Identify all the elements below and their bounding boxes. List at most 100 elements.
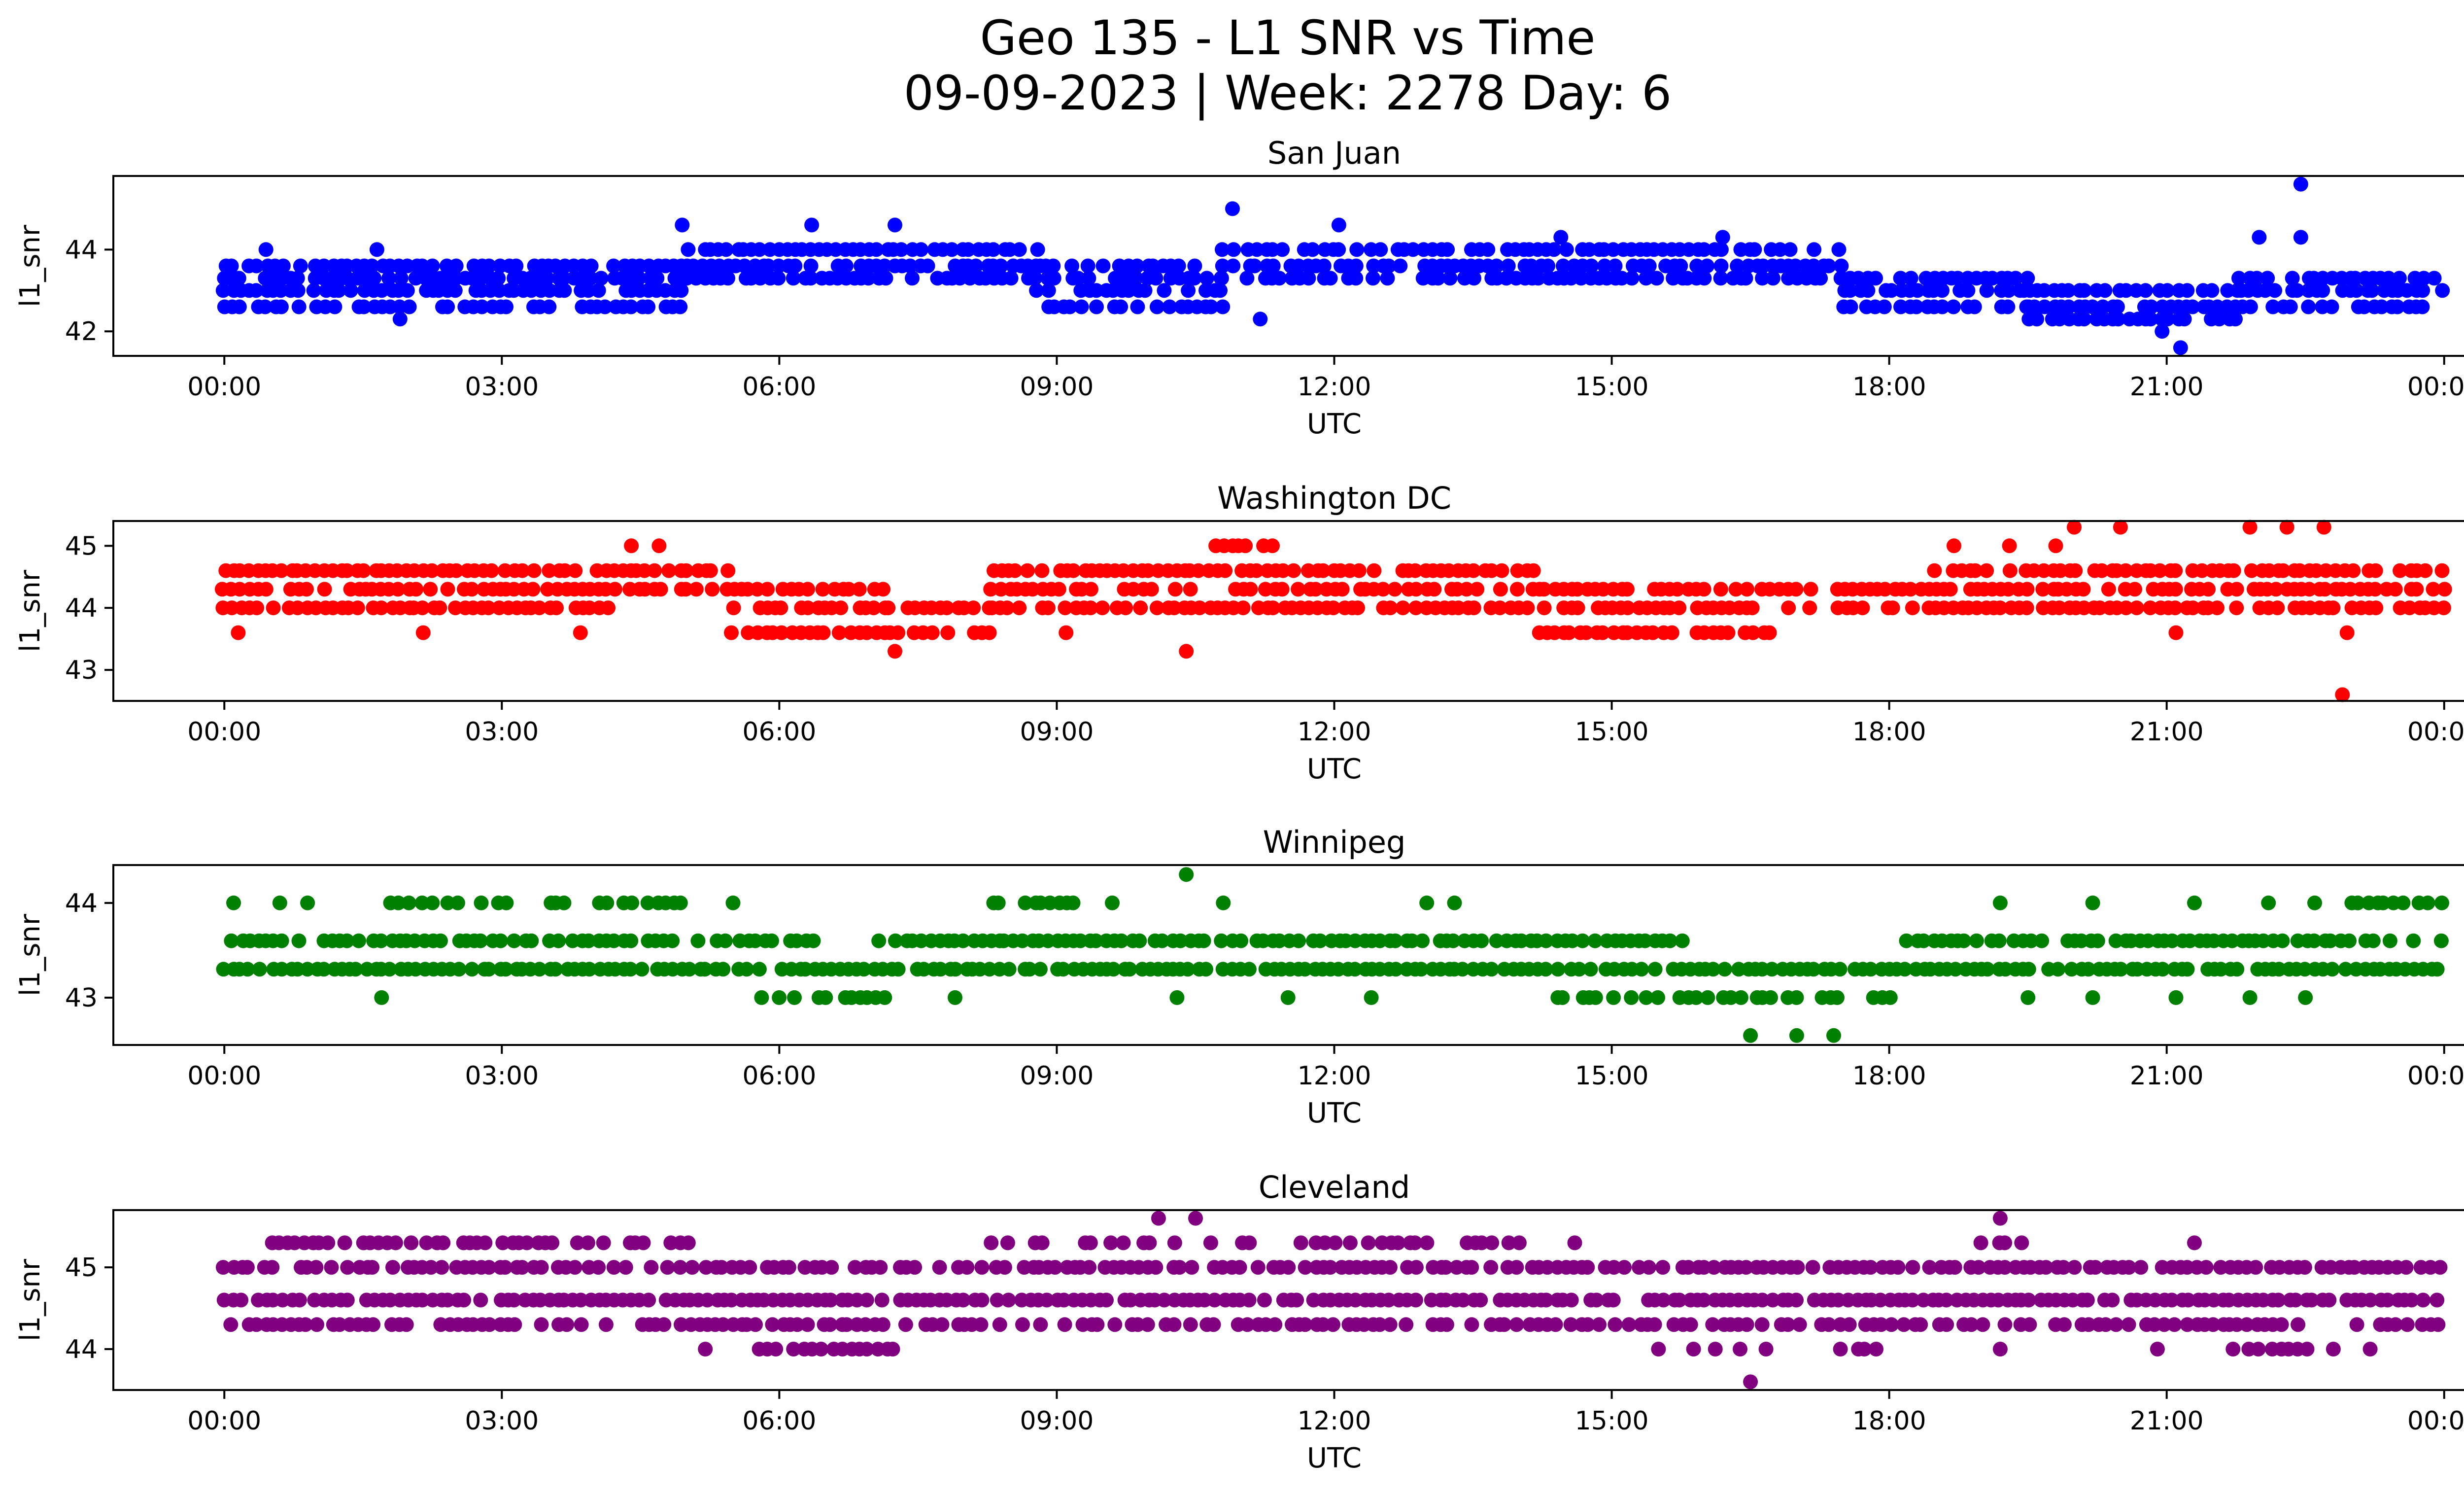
data-point-outlier	[1331, 217, 1346, 233]
data-point	[1540, 258, 1556, 274]
data-point	[1144, 582, 1159, 597]
data-point	[1466, 563, 1481, 578]
data-point	[890, 962, 906, 977]
x-tick-label: 00:00	[187, 372, 261, 402]
data-point	[491, 271, 506, 286]
data-points	[215, 1211, 2448, 1390]
data-point	[1991, 933, 2007, 948]
data-point	[1404, 933, 1420, 948]
data-point	[2251, 1342, 2266, 1356]
data-point	[1728, 582, 1744, 597]
data-point	[647, 563, 662, 578]
data-point	[1564, 1292, 1579, 1308]
data-point	[2350, 895, 2365, 910]
data-point	[2349, 1317, 2364, 1332]
subplot-title: San Juan	[1267, 135, 1401, 171]
data-point	[350, 600, 365, 616]
y-tick-label: 45	[65, 1253, 98, 1283]
data-point	[1723, 990, 1739, 1005]
data-point	[2155, 962, 2170, 977]
data-point	[856, 962, 871, 977]
data-point	[1708, 1342, 1723, 1356]
data-point	[1239, 271, 1255, 286]
data-point	[240, 962, 255, 977]
data-point	[1935, 283, 1950, 298]
data-point	[1107, 1317, 1123, 1332]
data-point	[1548, 1317, 1563, 1332]
data-point	[507, 933, 522, 948]
data-point	[574, 1317, 589, 1332]
data-point	[1080, 258, 1095, 274]
data-point	[1624, 271, 1640, 286]
data-point	[720, 563, 736, 578]
data-point	[1493, 582, 1508, 597]
data-point-outlier	[2067, 520, 2082, 535]
data-point-outlier	[2307, 895, 2322, 910]
data-point	[2023, 933, 2039, 948]
data-point	[720, 271, 735, 286]
data-point-outlier	[2293, 230, 2308, 245]
data-point	[2402, 600, 2417, 616]
data-point	[1226, 258, 1241, 274]
data-point	[2290, 283, 2305, 298]
data-point	[1039, 1292, 1055, 1308]
data-point	[2164, 933, 2180, 948]
data-point	[960, 242, 976, 257]
data-point	[1118, 600, 1133, 616]
data-point	[320, 1235, 336, 1251]
data-point	[2133, 1260, 2149, 1275]
data-point-outlier	[1059, 625, 1074, 640]
data-point	[374, 283, 389, 298]
data-point	[1083, 1235, 1098, 1251]
data-point	[1641, 1260, 1656, 1275]
data-point	[450, 895, 465, 910]
data-point	[2021, 962, 2036, 977]
data-point	[1137, 283, 1153, 298]
data-point	[1662, 933, 1677, 948]
data-point	[1289, 1292, 1304, 1308]
data-point	[525, 582, 541, 597]
data-point	[591, 283, 606, 298]
data-point	[2380, 1292, 2395, 1308]
data-point	[409, 582, 424, 597]
data-point	[673, 895, 688, 910]
data-point	[885, 1342, 900, 1356]
data-point	[419, 1235, 434, 1251]
data-point	[1298, 1317, 1313, 1332]
subplot-title: Winnipeg	[1263, 824, 1406, 860]
data-point	[1720, 625, 1736, 640]
data-point	[1494, 563, 1509, 578]
data-point	[1041, 283, 1056, 298]
data-point	[997, 1260, 1012, 1275]
data-point	[2306, 933, 2322, 948]
data-point	[907, 1260, 923, 1275]
data-point	[317, 582, 332, 597]
data-point	[1792, 1317, 1807, 1332]
data-point	[2375, 895, 2391, 910]
data-point	[1274, 582, 1290, 597]
data-point	[1647, 1317, 1662, 1332]
data-point	[1584, 258, 1599, 274]
x-tick-label: 15:00	[1575, 1406, 1649, 1436]
data-point	[464, 582, 479, 597]
x-tick-label: 00:00	[2407, 717, 2464, 747]
data-point	[2014, 1235, 2029, 1251]
data-point	[2180, 962, 2195, 977]
data-point	[2427, 271, 2442, 286]
data-point	[606, 933, 621, 948]
data-point-outlier	[2002, 538, 2017, 554]
data-point	[874, 1292, 890, 1308]
data-point	[351, 933, 366, 948]
data-point	[1497, 1317, 1512, 1332]
data-point	[1670, 582, 1685, 597]
data-point	[215, 1260, 231, 1275]
data-point	[1885, 600, 1900, 616]
data-point	[556, 895, 572, 910]
data-point	[2430, 1292, 2445, 1308]
data-point	[308, 1260, 324, 1275]
data-point	[1114, 933, 1129, 948]
data-point	[1070, 271, 1086, 286]
data-point-outlier	[1743, 1374, 1758, 1390]
data-point	[1399, 1317, 1414, 1332]
data-point	[2160, 283, 2175, 298]
